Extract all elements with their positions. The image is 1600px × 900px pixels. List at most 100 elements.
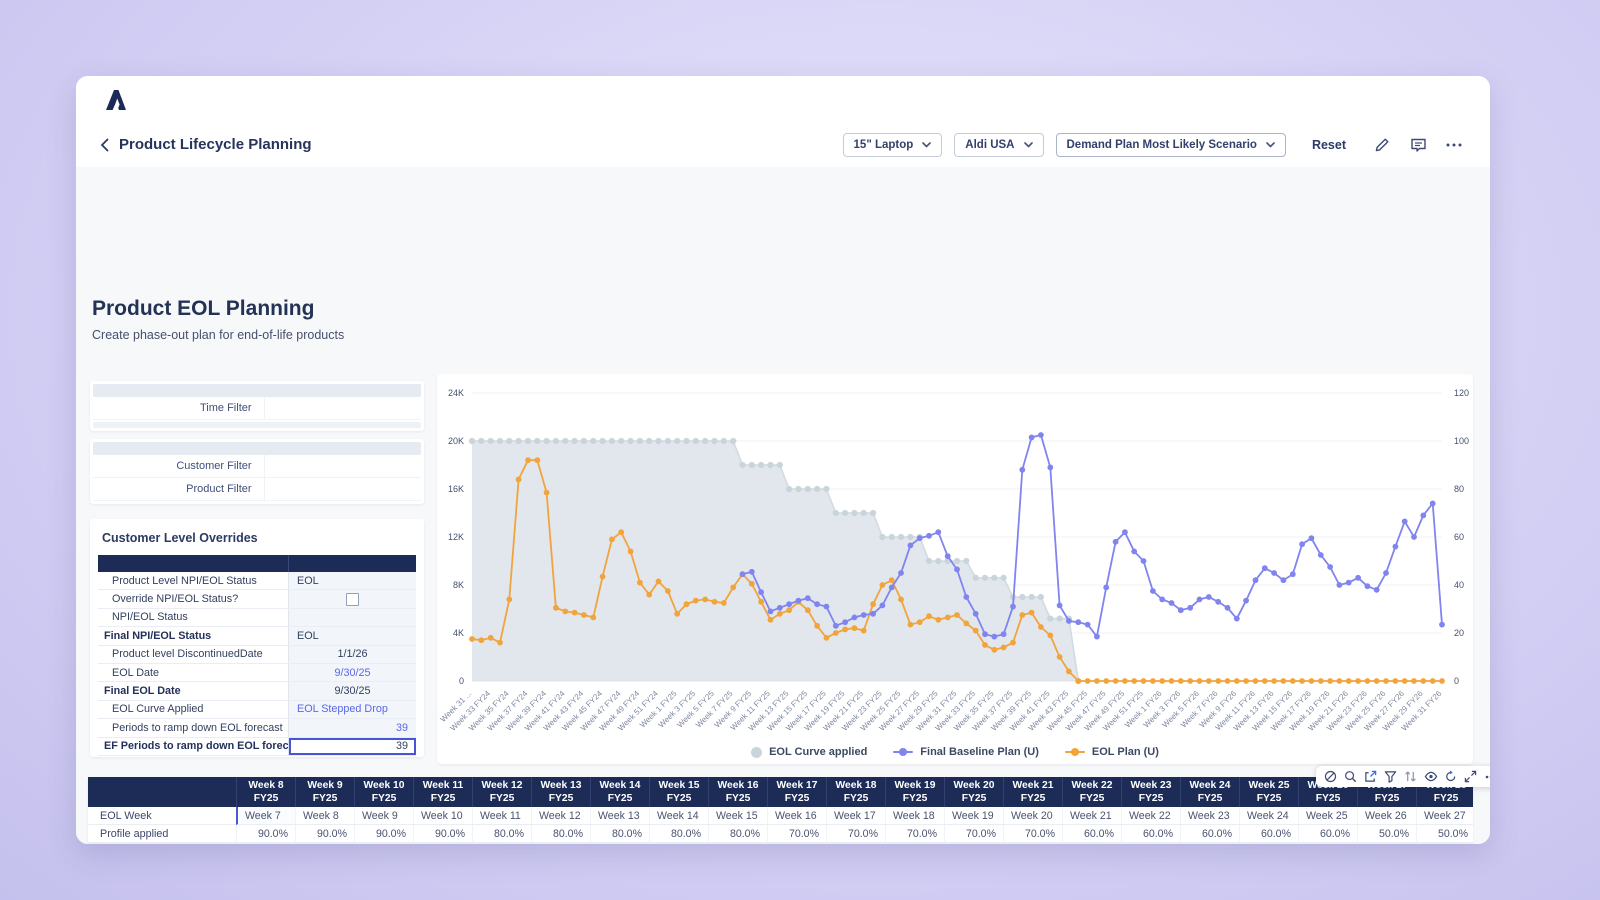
table-column-header[interactable]: Week 10 FY25 — [354, 777, 413, 807]
table-cell[interactable]: 70.0% — [826, 825, 885, 843]
legend-item[interactable]: EOL Curve applied — [751, 746, 867, 758]
search-icon[interactable] — [1343, 769, 1358, 784]
table-cell[interactable]: 90.0% — [354, 825, 413, 843]
table-cell[interactable]: Week 26 — [1357, 807, 1416, 825]
comment-icon[interactable] — [1406, 133, 1430, 157]
sort-icon[interactable] — [1403, 769, 1418, 784]
export-icon[interactable] — [1363, 769, 1378, 784]
table-cell[interactable]: Week 8 — [295, 807, 354, 825]
table-column-header[interactable]: Week 12 FY25 — [472, 777, 531, 807]
overrides-row-value[interactable]: 1/1/26 — [288, 645, 416, 663]
legend-item[interactable]: Final Baseline Plan (U) — [893, 746, 1039, 758]
table-cell[interactable]: 80.0% — [590, 825, 649, 843]
overrides-row-value[interactable] — [288, 608, 416, 627]
legend-marker — [893, 747, 914, 756]
table-column-header[interactable]: Week 15 FY25 — [649, 777, 708, 807]
table-cell[interactable]: Week 9 — [354, 807, 413, 825]
table-column-header[interactable]: Week 24 FY25 — [1180, 777, 1239, 807]
table-cell[interactable]: 60.0% — [1298, 825, 1357, 843]
table-column-header[interactable]: Week 22 FY25 — [1062, 777, 1121, 807]
table-column-header[interactable]: Week 18 FY25 — [826, 777, 885, 807]
customer-filter-input[interactable] — [263, 455, 421, 477]
table-cell[interactable]: Week 24 — [1239, 807, 1298, 825]
overrides-row: Override NPI/EOL Status? — [98, 590, 416, 609]
eye-icon[interactable] — [1423, 769, 1438, 784]
overrides-row-value[interactable] — [288, 590, 416, 608]
table-cell[interactable]: Week 22 — [1121, 807, 1180, 825]
overrides-row-value[interactable]: 39 — [288, 719, 416, 737]
table-cell[interactable]: 80.0% — [472, 825, 531, 843]
refresh-plus-icon[interactable] — [1443, 769, 1458, 784]
pencil-icon[interactable] — [1370, 133, 1394, 157]
table-cell[interactable]: Week 16 — [767, 807, 826, 825]
table-cell[interactable]: 60.0% — [1180, 825, 1239, 843]
table-column-header[interactable]: Week 23 FY25 — [1121, 777, 1180, 807]
ellipsis-icon[interactable] — [1483, 769, 1490, 784]
overrides-row-label: Product Level NPI/EOL Status — [112, 574, 257, 587]
table-column-header[interactable]: Week 14 FY25 — [590, 777, 649, 807]
ellipsis-icon[interactable] — [1442, 133, 1466, 157]
table-row: Profile applied 90.0% 90.0% 90.0% 90.0% 80.0%… — [88, 825, 1473, 843]
override-checkbox[interactable] — [346, 592, 359, 606]
product-filter-input[interactable] — [263, 478, 421, 500]
table-column-header[interactable]: Week 16 FY25 — [708, 777, 767, 807]
time-filter-input[interactable] — [263, 397, 421, 419]
table-cell[interactable]: 70.0% — [944, 825, 1003, 843]
table-cell[interactable]: 90.0% — [295, 825, 354, 843]
table-cell[interactable]: Week 20 — [1003, 807, 1062, 825]
table-cell[interactable]: Week 15 — [708, 807, 767, 825]
table-cell[interactable]: Week 13 — [590, 807, 649, 825]
table-cell[interactable]: Week 19 — [944, 807, 1003, 825]
table-column-header[interactable]: Week 17 FY25 — [767, 777, 826, 807]
table-cell[interactable]: 70.0% — [1003, 825, 1062, 843]
table-cell[interactable]: 60.0% — [1062, 825, 1121, 843]
table-cell[interactable]: Week 12 — [531, 807, 590, 825]
customer-selector-dropdown[interactable]: Aldi USA — [954, 132, 1044, 157]
table-cell[interactable]: 50.0% — [1357, 825, 1416, 843]
table-cell[interactable]: 90.0% — [236, 825, 295, 843]
table-cell[interactable]: Week 21 — [1062, 807, 1121, 825]
scenario-selector-dropdown[interactable]: Demand Plan Most Likely Scenario — [1055, 132, 1286, 157]
expand-icon[interactable] — [1463, 769, 1478, 784]
overrides-row-value[interactable]: EOL — [288, 572, 416, 590]
reset-button[interactable]: Reset — [1311, 137, 1346, 152]
table-cell[interactable]: Week 25 — [1298, 807, 1357, 825]
overrides-row-value[interactable]: EOL — [288, 627, 416, 645]
ban-icon[interactable] — [1323, 769, 1338, 784]
table-cell[interactable]: 90.0% — [413, 825, 472, 843]
table-cell[interactable]: 50.0% — [1416, 825, 1473, 843]
device-selector-dropdown[interactable]: 15" Laptop — [842, 132, 943, 157]
table-cell[interactable]: 80.0% — [531, 825, 590, 843]
table-column-header[interactable]: Week 19 FY25 — [885, 777, 944, 807]
table-cell[interactable]: 60.0% — [1121, 825, 1180, 843]
overrides-row-value[interactable]: 39 — [288, 737, 416, 755]
table-column-header[interactable]: Week 25 FY25 — [1239, 777, 1298, 807]
table-cell[interactable]: Week 23 — [1180, 807, 1239, 825]
table-column-header[interactable]: Week 11 FY25 — [413, 777, 472, 807]
table-column-header[interactable]: Week 20 FY25 — [944, 777, 1003, 807]
table-cell[interactable]: 80.0% — [649, 825, 708, 843]
legend-item[interactable]: EOL Plan (U) — [1064, 746, 1159, 758]
table-cell[interactable]: 70.0% — [885, 825, 944, 843]
table-column-header[interactable]: Week 9 FY25 — [295, 777, 354, 807]
table-column-header[interactable]: Week 13 FY25 — [531, 777, 590, 807]
table-cell[interactable]: Week 14 — [649, 807, 708, 825]
filter-icon[interactable] — [1383, 769, 1398, 784]
overrides-row-value[interactable]: EOL Stepped Drop — [288, 700, 416, 719]
table-column-header[interactable]: Week 21 FY25 — [1003, 777, 1062, 807]
table-cell[interactable]: Week 7 — [236, 807, 295, 825]
anaplan-logo[interactable] — [102, 86, 130, 112]
table-cell[interactable]: 80.0% — [708, 825, 767, 843]
table-cell[interactable]: 70.0% — [767, 825, 826, 843]
overrides-row-value[interactable]: 9/30/25 — [288, 682, 416, 700]
table-column-header[interactable]: Week 8 FY25 — [236, 777, 295, 807]
back-button[interactable] — [100, 138, 109, 152]
table-cell[interactable]: Week 11 — [472, 807, 531, 825]
table-cell[interactable]: Week 10 — [413, 807, 472, 825]
overrides-row-value[interactable]: 9/30/25 — [288, 663, 416, 682]
table-cell[interactable]: Week 18 — [885, 807, 944, 825]
table-cell[interactable]: 60.0% — [1239, 825, 1298, 843]
table-cell[interactable]: Week 27 — [1416, 807, 1473, 825]
table-cell[interactable]: Week 17 — [826, 807, 885, 825]
